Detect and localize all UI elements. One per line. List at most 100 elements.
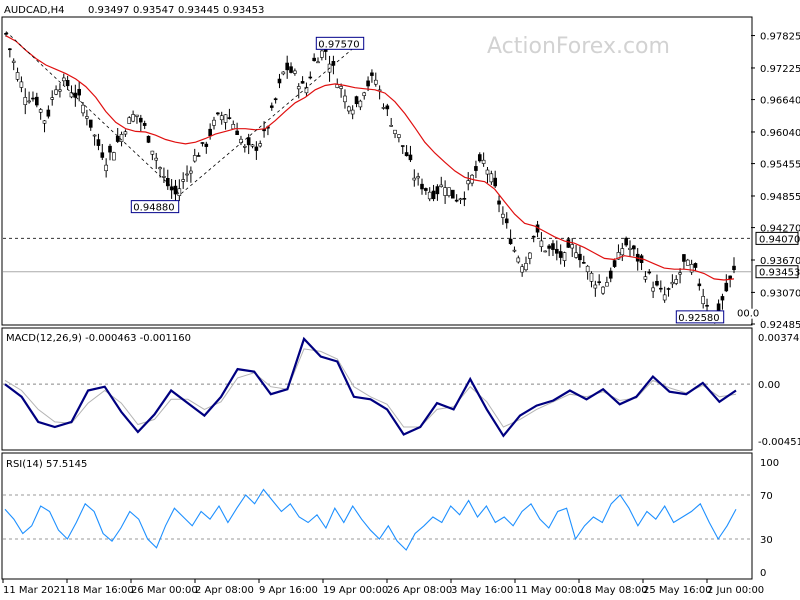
time-tick-label: 11 May 00:00 <box>515 585 584 596</box>
candle-body <box>177 188 182 196</box>
macd-panel-frame <box>1 327 753 451</box>
candle-body <box>139 117 143 123</box>
price-label-box <box>315 36 365 50</box>
candle-body <box>285 62 289 71</box>
candle-body <box>389 125 393 127</box>
candle-body <box>162 176 166 178</box>
candle-body <box>254 146 259 151</box>
candle-body <box>608 270 613 279</box>
candle-body <box>539 240 544 247</box>
candle-body <box>431 190 436 200</box>
candle-body <box>678 272 682 275</box>
price-tick-label: 0.94855 <box>760 192 800 203</box>
candle-body <box>281 71 286 75</box>
candle-body <box>131 114 135 122</box>
candle-body <box>296 86 301 90</box>
candle-body <box>508 238 513 245</box>
price-tick-label: 0.94270 <box>760 224 800 235</box>
rsi-line <box>3 488 751 551</box>
rsi-tick-label: 70 <box>760 491 773 502</box>
candle-body <box>293 70 297 74</box>
price-label-text: 0.94880 <box>133 203 174 214</box>
candle-body <box>489 173 494 183</box>
candle-body <box>350 109 355 115</box>
time-tick-label: 19 Apr 00:00 <box>323 585 388 596</box>
price-axis: 0.97825 0.97225 0.96640 0.96040 0.95455 0.948… <box>751 32 800 331</box>
candle-body <box>570 244 575 249</box>
candle-body <box>112 152 116 161</box>
moving-average <box>5 35 735 281</box>
candle-body <box>146 135 151 143</box>
candle-body <box>501 213 505 218</box>
level-tag-1: 0.93453 <box>755 265 800 279</box>
macd-lines <box>3 336 751 438</box>
ohlc-value-3: 0.93453 <box>223 5 264 16</box>
candle-body <box>362 92 367 96</box>
candle-body <box>31 97 35 100</box>
candle-body <box>150 150 155 155</box>
candle-body <box>277 78 282 84</box>
candle-body <box>547 245 551 249</box>
candle-body <box>416 176 420 179</box>
candle-body <box>732 265 736 271</box>
price-label-box <box>130 200 180 214</box>
candle-body <box>196 155 201 157</box>
rsi-panel-frame <box>1 452 753 580</box>
candle-body <box>412 177 417 181</box>
candle-body <box>585 265 590 273</box>
candle-body <box>397 134 401 138</box>
level-tag-box <box>755 265 799 279</box>
macd-signal-line <box>4 348 737 428</box>
level-tag-box <box>755 231 799 245</box>
candle-body <box>616 252 621 260</box>
price-label-0: 0.97570 <box>315 36 365 50</box>
candle-body <box>682 254 686 262</box>
candle-body <box>343 95 347 103</box>
candle-body <box>192 155 197 162</box>
candle-body <box>666 288 671 290</box>
time-tick-label: 18 May 08:00 <box>579 585 648 596</box>
candle-body <box>320 50 324 58</box>
candle-body <box>605 282 609 287</box>
candle-body <box>447 187 451 196</box>
symbol-timeframe: AUDCAD,H4 <box>4 5 64 16</box>
candle-body <box>659 287 663 290</box>
candle-body <box>35 96 39 106</box>
candle-body <box>497 200 501 205</box>
candle-body <box>574 252 578 258</box>
time-tick-label: 3 May 16:00 <box>451 585 513 596</box>
macd-title: MACD(12,26,9) -0.000463 -0.001160 <box>6 333 191 344</box>
ma-line <box>5 35 735 281</box>
watermark: ActionForex.com <box>487 34 670 59</box>
candle-body <box>601 286 605 294</box>
candle-body <box>88 119 93 128</box>
candle-body <box>73 92 78 98</box>
candle-body <box>670 281 675 285</box>
price-tick-label: 0.95455 <box>760 160 800 171</box>
candle-body <box>400 145 405 147</box>
candle-body <box>632 245 636 250</box>
candle-body <box>127 117 132 124</box>
candle-body <box>115 135 120 142</box>
candle-body <box>443 187 447 196</box>
candle-body <box>516 257 521 263</box>
candle-body <box>312 57 316 62</box>
candle-body <box>647 271 652 274</box>
candle-body <box>158 167 162 170</box>
time-tick-label: 11 Mar 2021 <box>3 585 66 596</box>
candle-body <box>208 128 212 137</box>
candle-body <box>38 109 43 113</box>
candle-body <box>420 183 424 190</box>
candle-body <box>258 143 263 147</box>
candle-body <box>701 296 705 305</box>
candle-body <box>697 283 702 287</box>
candle-body <box>581 262 586 264</box>
candle-body <box>181 179 185 182</box>
candle-body <box>643 276 648 280</box>
candle-body <box>50 97 55 100</box>
candle-body <box>46 109 51 117</box>
candle-body <box>705 304 709 307</box>
candle-body <box>674 279 679 284</box>
macd-axis: 0.003747 0.00 -0.004514 <box>758 333 800 448</box>
candle-body <box>219 115 224 121</box>
